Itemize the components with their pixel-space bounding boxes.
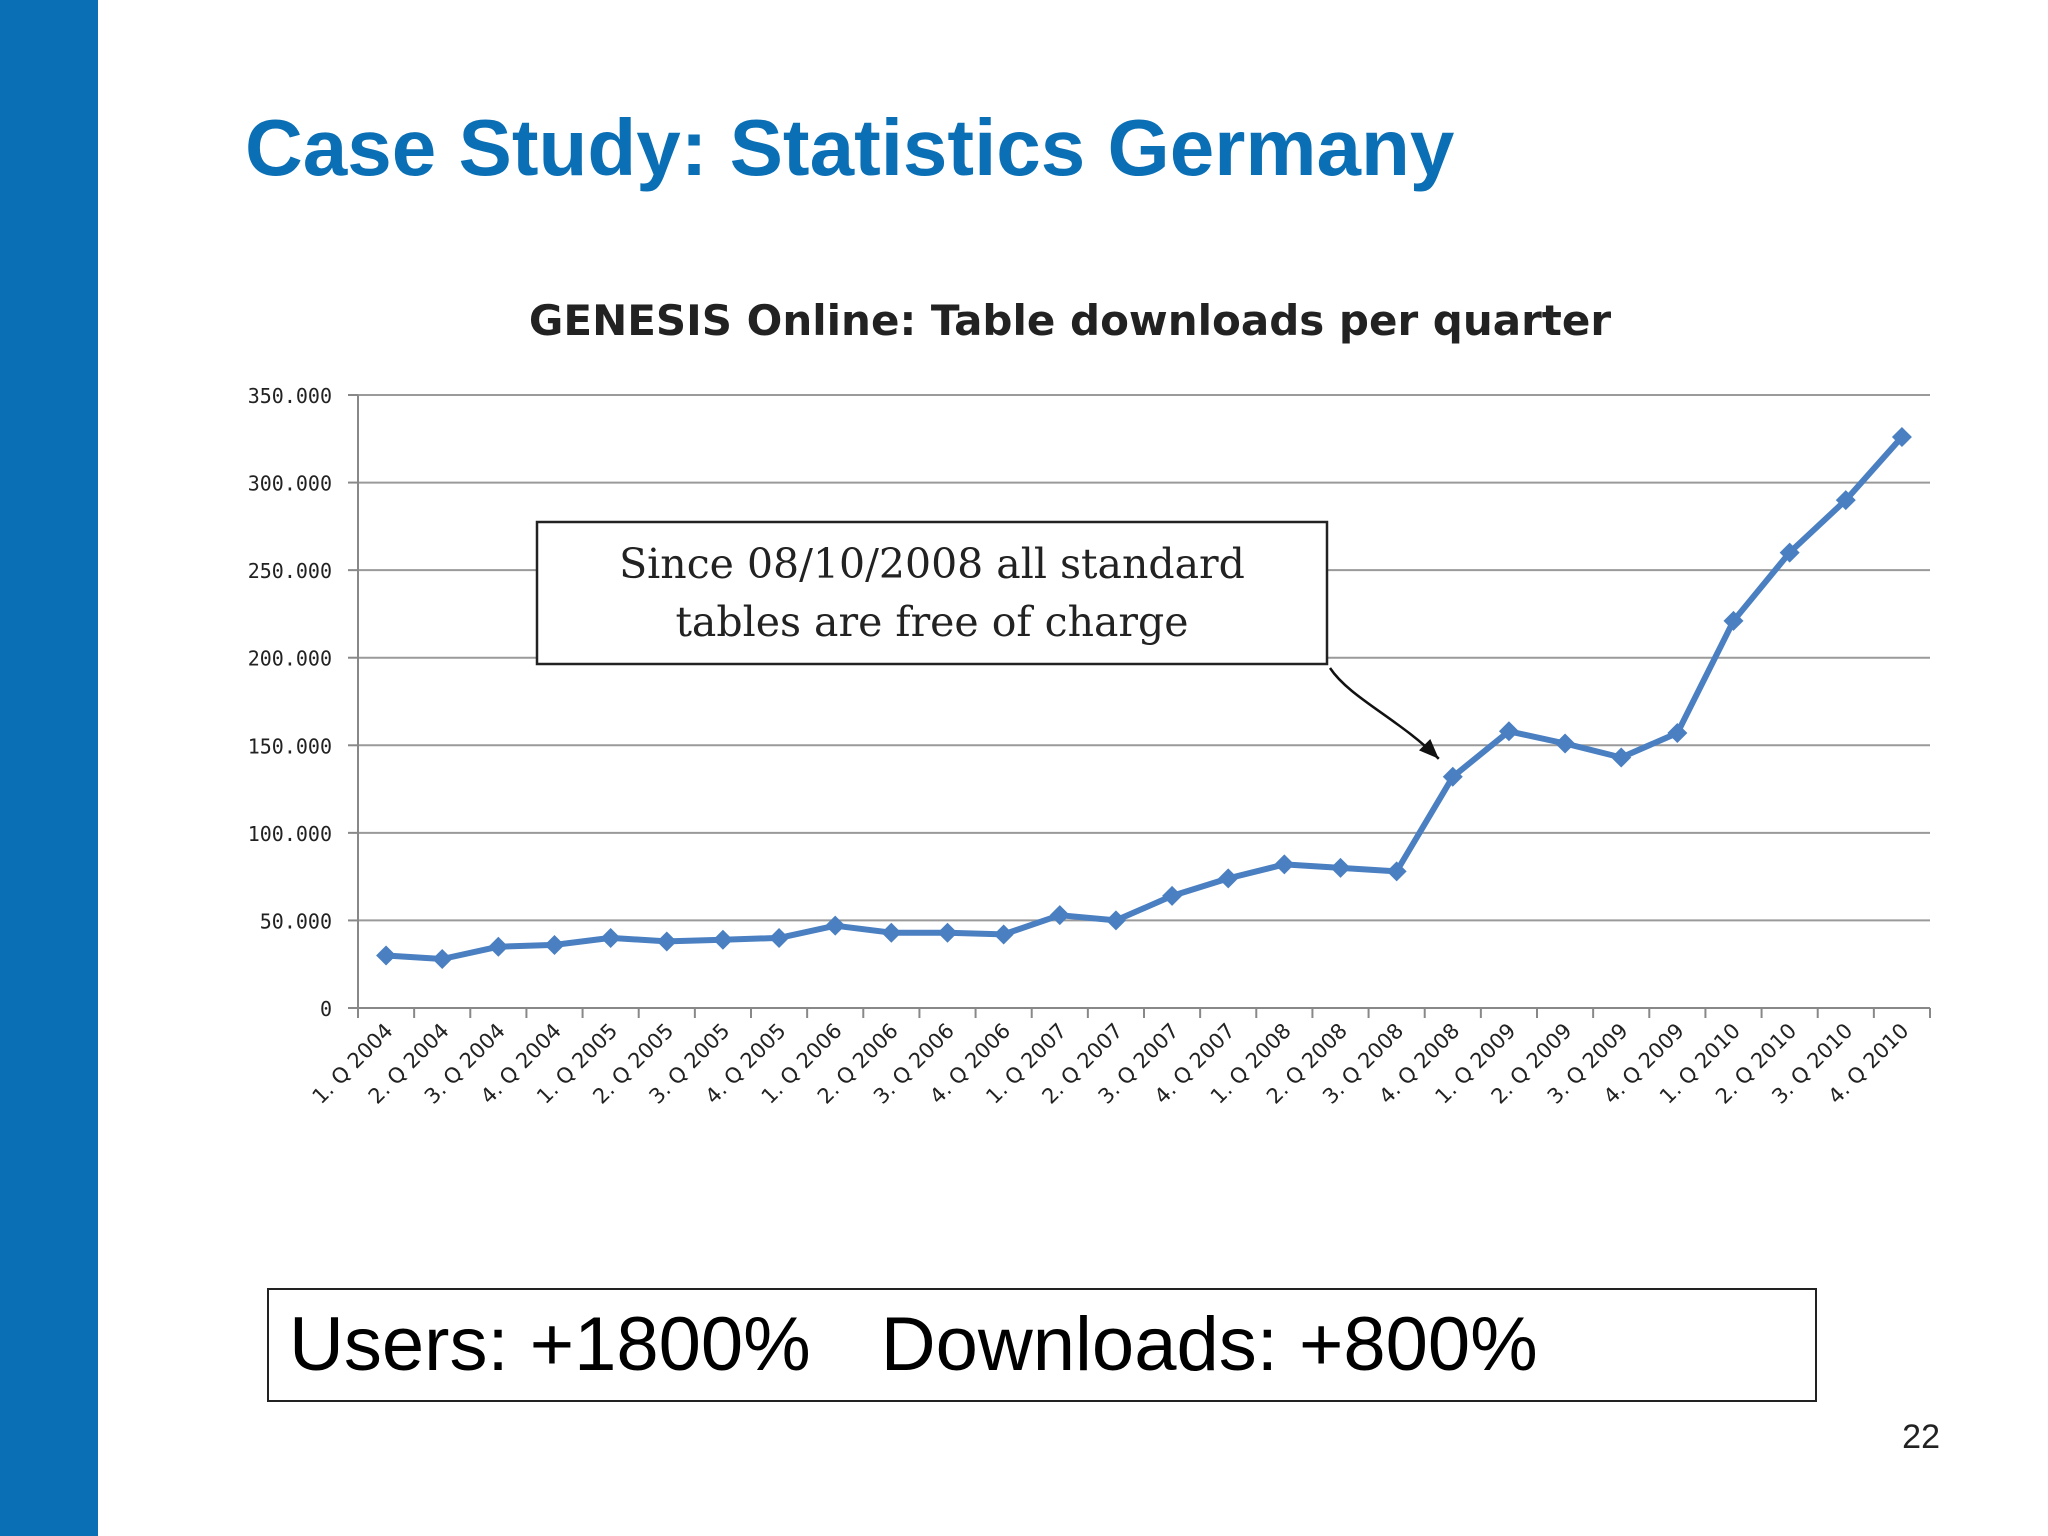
y-tick-label: 250.000 xyxy=(248,559,332,583)
data-point xyxy=(1555,733,1576,754)
axes xyxy=(348,394,1931,1018)
data-point xyxy=(1891,427,1912,448)
data-point xyxy=(881,922,902,943)
data-point xyxy=(600,927,621,948)
data-point xyxy=(1049,905,1070,926)
y-tick-label: 200.000 xyxy=(248,647,332,671)
downloads-line-chart: GENESIS Online: Table downloads per quar… xyxy=(248,296,1931,1109)
data-point xyxy=(488,936,509,957)
y-tick-label: 0 xyxy=(320,997,332,1021)
data-point xyxy=(1162,885,1183,906)
annotation-arrowhead xyxy=(1418,739,1439,759)
data-point xyxy=(1442,766,1463,787)
data-point xyxy=(1330,857,1351,878)
series-line-path xyxy=(385,435,1905,962)
data-point xyxy=(1723,610,1744,631)
y-tick-labels: 0 50.000 100.000 150.000 200.000 250.000 300.0… xyxy=(248,384,332,1021)
data-point xyxy=(432,948,453,969)
annotation-box xyxy=(535,520,1329,666)
left-accent-bar xyxy=(0,0,98,1536)
y-tick-label: 350.000 xyxy=(248,384,332,408)
data-point xyxy=(712,929,733,950)
annotation: Since 08/10/2008 all standard tables are… xyxy=(535,520,1440,760)
data-point xyxy=(656,931,677,952)
data-point xyxy=(993,924,1014,945)
data-point xyxy=(1667,723,1688,744)
annotation-text-line1: Since 08/10/2008 all standard xyxy=(619,540,1245,588)
chart-title: GENESIS Online: Table downloads per quar… xyxy=(529,296,1611,345)
data-point xyxy=(1105,910,1126,931)
slide-title: Case Study: Statistics Germany xyxy=(245,103,1455,192)
data-point xyxy=(1274,854,1295,875)
data-point xyxy=(1835,490,1856,511)
data-point xyxy=(544,934,565,955)
data-point xyxy=(1779,542,1800,563)
y-tick-label: 150.000 xyxy=(248,734,332,758)
data-point xyxy=(1218,868,1239,889)
data-point xyxy=(937,922,958,943)
y-tick-label: 100.000 xyxy=(248,822,332,846)
data-point xyxy=(825,915,846,936)
y-tick-label: 50.000 xyxy=(260,909,332,933)
data-point xyxy=(1498,721,1519,742)
downloads-stat: Downloads: +800% xyxy=(880,1302,1538,1387)
annotation-text-line2: tables are free of charge xyxy=(675,598,1188,646)
data-point xyxy=(1386,861,1407,882)
stats-box: Users: +1800% Downloads: +800% xyxy=(267,1288,1817,1402)
data-point xyxy=(1611,747,1632,768)
series-line xyxy=(376,427,1912,969)
users-stat: Users: +1800% xyxy=(289,1302,811,1387)
page-number: 22 xyxy=(1902,1418,1940,1456)
data-point xyxy=(376,945,397,966)
data-point xyxy=(769,927,790,948)
y-tick-label: 300.000 xyxy=(248,472,332,496)
